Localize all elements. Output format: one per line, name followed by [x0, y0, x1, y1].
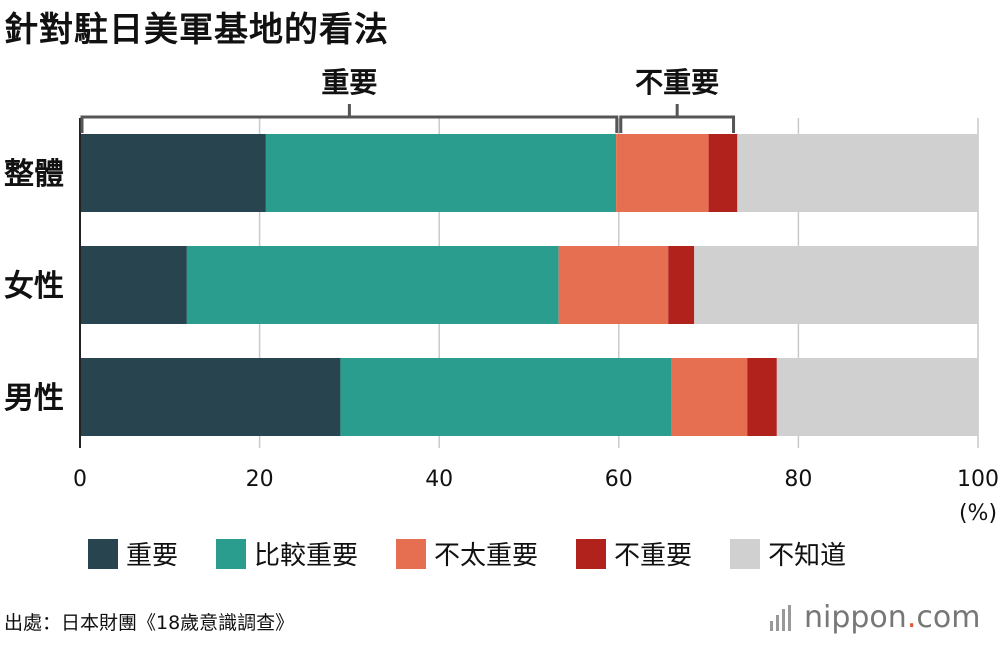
bar-segment	[668, 246, 695, 324]
category-label: 女性	[4, 269, 64, 304]
legend-label: 比較重要	[254, 541, 359, 571]
x-tick-label: 20	[246, 467, 274, 492]
source-note: 出處：日本財團《18歲意識調查》	[4, 612, 295, 634]
bracket	[619, 115, 736, 133]
bar-segment	[747, 358, 777, 436]
legend-item: 不重要	[576, 535, 692, 572]
bar-segment	[265, 134, 617, 212]
logo-bars-icon	[770, 604, 794, 631]
bar-segment	[616, 134, 709, 212]
legend-item: 重要	[88, 535, 178, 572]
legend-item: 比較重要	[216, 535, 358, 572]
x-tick-label: 100	[957, 467, 999, 492]
bar-segment	[80, 246, 187, 324]
logo-brand: nippon	[804, 600, 907, 635]
x-tick-label: 60	[605, 467, 633, 492]
legend-item: 不知道	[730, 535, 846, 572]
x-tick-label: 0	[73, 467, 87, 492]
bar-segment	[708, 134, 738, 212]
legend-swatch	[88, 538, 118, 569]
bar-segment	[186, 246, 559, 324]
legend-item: 不太重要	[396, 535, 538, 572]
bracket-label: 不重要	[635, 66, 719, 99]
legend-swatch	[730, 538, 761, 569]
category-label: 男性	[4, 381, 64, 416]
bar-segment	[558, 246, 669, 324]
legend-swatch	[216, 538, 247, 569]
bar-segment	[694, 246, 978, 324]
bar-segment	[737, 134, 978, 212]
x-unit-label: (%)	[959, 501, 997, 526]
bracket	[80, 115, 619, 133]
legend: 重要 比較重要 不太重要 不重要 不知道	[88, 535, 884, 572]
legend-swatch	[576, 538, 607, 569]
bar-segment	[340, 358, 672, 436]
legend-label: 重要	[126, 541, 179, 571]
logo-suffix: com	[916, 600, 981, 635]
bar-segment	[80, 134, 266, 212]
legend-label: 不知道	[768, 541, 847, 571]
nippon-logo: nippon. com	[770, 600, 980, 635]
legend-label: 不太重要	[434, 541, 539, 571]
chart-title: 針對駐日美軍基地的看法	[4, 10, 389, 50]
legend-swatch	[396, 538, 427, 569]
bar-segment	[671, 358, 748, 436]
x-tick-label: 40	[425, 467, 453, 492]
logo-dot: .	[906, 600, 917, 635]
bracket-label: 重要	[321, 66, 377, 99]
x-tick-label: 80	[784, 467, 812, 492]
bar-segment	[80, 358, 341, 436]
legend-label: 不重要	[614, 541, 693, 571]
bar-segment	[776, 358, 978, 436]
category-label: 整體	[4, 157, 64, 192]
